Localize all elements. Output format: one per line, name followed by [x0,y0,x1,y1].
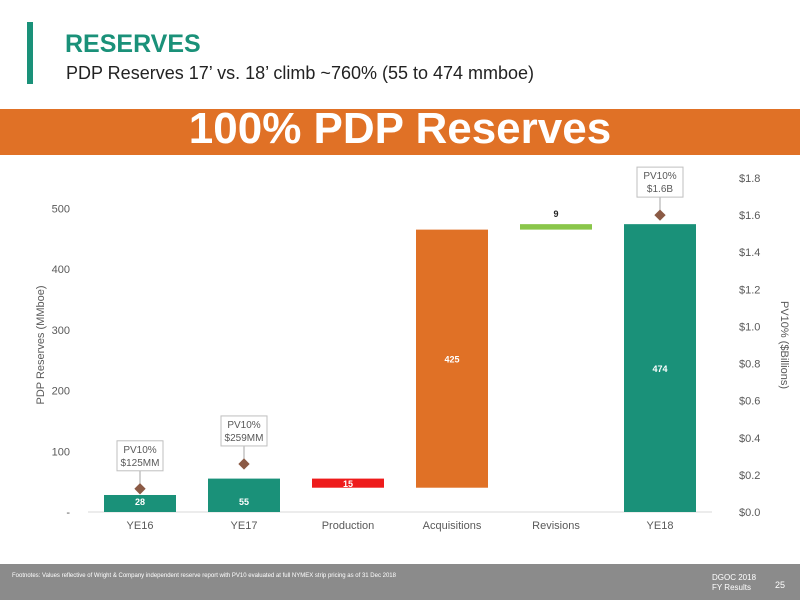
y2-tick-label: $1.4 [739,247,760,259]
data-label: 474 [652,364,667,374]
data-label: 15 [343,479,353,489]
waterfall-chart: - 100 200 300 400 500 $0.0 $0.2 $0.4 $0.6 $0.8 $1.0… [35,166,790,532]
pv10-callout-value: $125MM [121,458,160,469]
banner-text: 100% PDP Reserves [188,104,612,153]
y2-tick-label: $0.4 [739,433,760,445]
bar-ye17 [208,478,280,512]
y-tick-label: 300 [52,325,70,337]
data-label: 55 [239,497,249,507]
pv10-callout-box [636,166,684,198]
x-tick-label: Production [322,520,375,532]
y2-tick-label: $0.6 [739,396,760,408]
footer-brand: DGOC 2018 FY Results [712,573,756,593]
pv10-callout-box [220,415,268,447]
pv10-callout-box [116,440,164,472]
slide-title: RESERVES [65,30,201,58]
y2-tick-label: $0.8 [739,359,760,371]
y-tick-label: 100 [52,446,70,458]
x-tick-label: YE16 [127,520,154,532]
footer-brand-line2: FY Results [712,583,751,592]
y2-tick-label: $1.2 [739,284,760,296]
y2-tick-label: $0.2 [739,470,760,482]
footnote: Footnotes: Values reflective of Wright &… [12,573,396,579]
data-label: 28 [135,497,145,507]
y2-tick-label: $1.8 [739,173,760,185]
y2-axis-title: PV10% ($Billions) [778,301,790,389]
y-tick-label: 500 [52,203,70,215]
x-tick-label: Revisions [532,520,580,532]
bar-ye16 [104,494,176,512]
bar-revisions [520,224,592,230]
footer-bar [0,564,800,600]
y-axis-title: PDP Reserves (MMboe) [35,286,47,405]
data-label: 9 [553,209,558,219]
y-tick-label: 400 [52,264,70,276]
bar-production [312,478,384,488]
x-tick-label: Acquisitions [423,520,482,532]
page-number: 25 [775,580,786,590]
pv10-callout-value: $1.6B [647,184,673,195]
pv10-callout-label: PV10% [227,420,260,431]
y2-tick-label: $1.6 [739,210,760,222]
x-tick-label: YE18 [647,520,674,532]
pv10-callout-label: PV10% [643,171,676,182]
pv10-marker [238,458,250,470]
data-label: 425 [444,355,459,365]
x-tick-label: YE17 [231,520,258,532]
y2-tick-label: $1.0 [739,321,760,333]
banner [0,109,800,155]
title-accent-bar [27,22,33,84]
pv10-marker [134,483,146,495]
y-tick-label: 200 [52,386,70,398]
footer-brand-line1: DGOC 2018 [712,573,757,582]
bar-ye18 [624,224,696,513]
pv10-callout-label: PV10% [123,445,156,456]
y2-tick-label: $0.0 [739,507,760,519]
pv10-callout-value: $259MM [225,433,264,444]
slide-subtitle: PDP Reserves 17’ vs. 18’ climb ~760% (55… [66,63,535,83]
pv10-marker [654,209,666,221]
y-tick-label: - [66,507,70,519]
bar-acquisitions [416,229,488,488]
